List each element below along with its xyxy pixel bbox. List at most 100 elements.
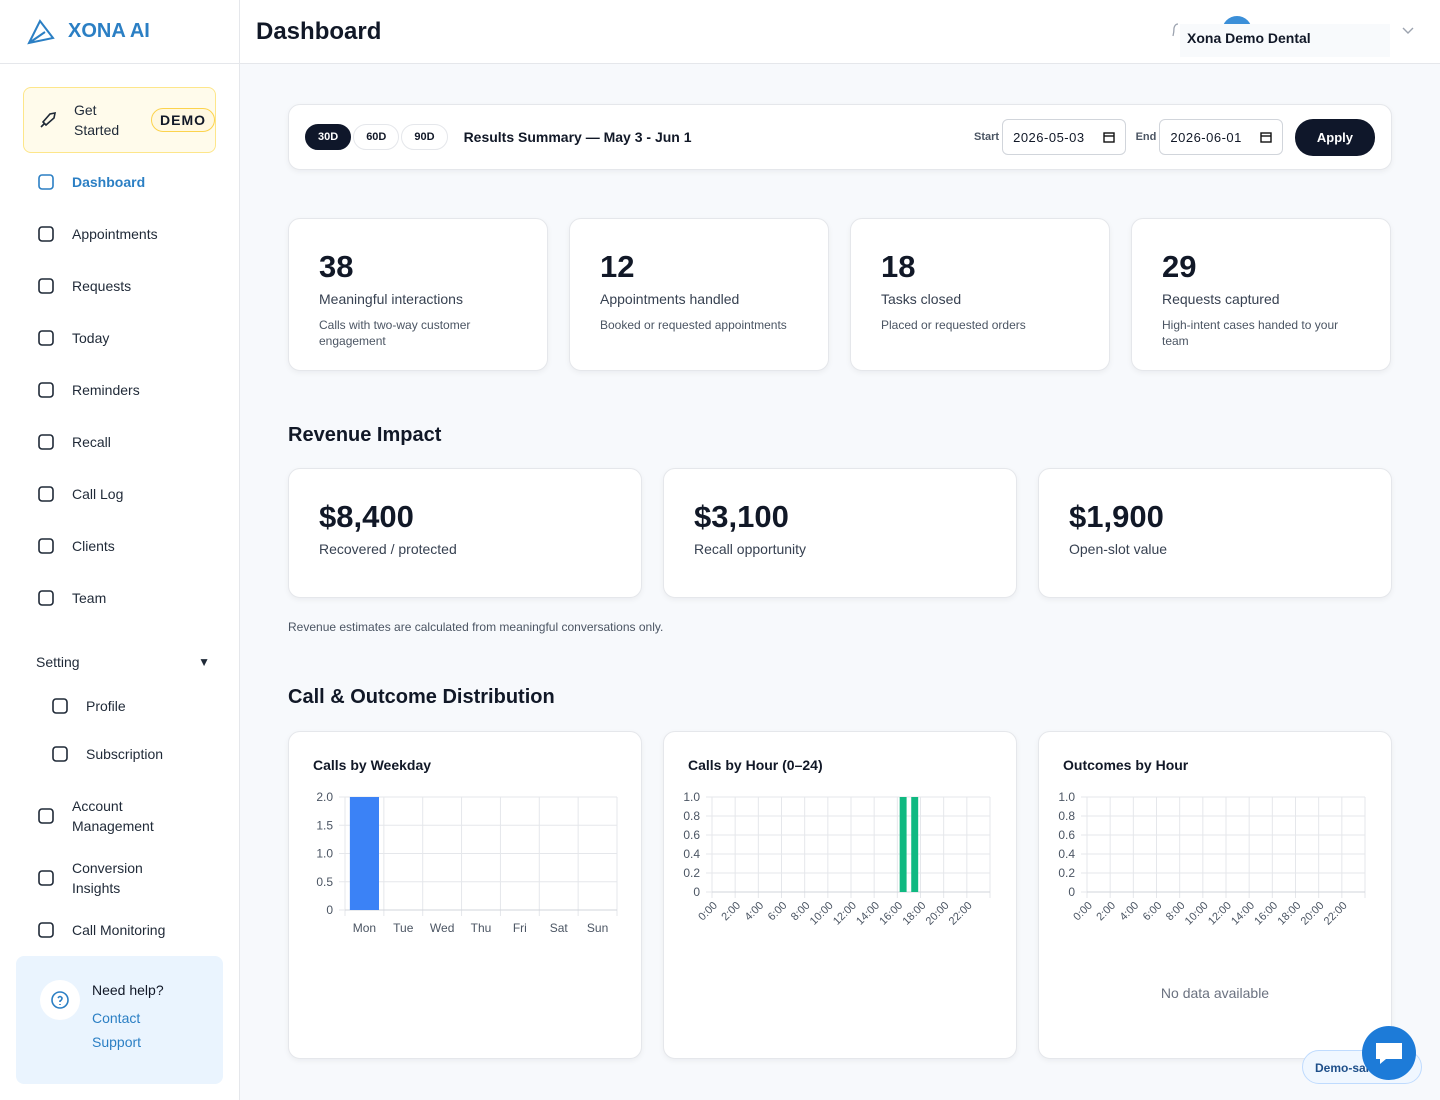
x-tick-label: Fri — [513, 921, 527, 935]
nav-item[interactable]: Profile — [38, 682, 238, 730]
x-tick-label: Sun — [587, 921, 608, 935]
revenue-label: Recall opportunity — [694, 541, 807, 557]
x-tick-label: 20:00 — [924, 900, 952, 928]
sidebar: XONA AI Get Started DEMO Dashboard Appoin… — [0, 0, 240, 1100]
account-name[interactable]: Xona Demo Dental — [1180, 24, 1390, 57]
revenue-value: $8,400 — [319, 499, 414, 534]
help-link[interactable]: Contact Support — [92, 1010, 142, 1050]
chat-button[interactable] — [1362, 1026, 1416, 1080]
revenue-card: $3,100 Recall opportunity — [663, 468, 1017, 598]
summary: Results Summary — May 3 - Jun 1 — [463, 129, 692, 145]
icon — [38, 382, 54, 398]
nav-item[interactable]: Dashboard — [24, 156, 224, 208]
calendar-icon — [1102, 132, 1115, 143]
nav-item[interactable]: Recall — [24, 416, 224, 468]
start-date[interactable]: 2026-05-03 — [1002, 119, 1126, 155]
nav-item[interactable]: Call Monitoring — [24, 904, 224, 956]
chat-icon — [1376, 1043, 1402, 1064]
icon — [38, 278, 54, 294]
calendar-icon — [1260, 132, 1272, 143]
bar — [911, 797, 919, 892]
nav-label: Appointments — [72, 226, 158, 242]
icon — [52, 698, 68, 714]
revenue-value: $3,100 — [694, 499, 789, 534]
x-tick-label: Mon — [353, 921, 376, 935]
icon-shape — [38, 590, 54, 606]
get-started[interactable]: Get Started DEMO — [23, 87, 216, 153]
x-tick-label: 10:00 — [1183, 900, 1211, 928]
setting-label: Setting — [36, 654, 80, 670]
x-tick-label: Tue — [393, 921, 414, 935]
y-tick-label: 1.0 — [1058, 790, 1075, 804]
kpi-label: Meaningful interactions — [319, 291, 463, 307]
nav-item[interactable]: Appointments — [24, 208, 224, 260]
start-label: Start — [974, 131, 1000, 143]
y-tick-label: 0 — [693, 885, 700, 899]
range-pill[interactable]: 30D — [305, 124, 352, 150]
kpi-card: 29 Requests captured High-intent cases han… — [1131, 218, 1391, 371]
y-tick-label: 0.2 — [683, 866, 700, 880]
end-value: 2026-06-01 — [1170, 129, 1242, 145]
no-data: No data available — [1161, 985, 1269, 1001]
kpi-value: 38 — [319, 249, 354, 284]
apply-button[interactable]: Apply — [1294, 118, 1375, 156]
nav-item[interactable]: Today — [24, 312, 224, 364]
logo — [27, 18, 55, 44]
nav-item[interactable]: Requests — [24, 260, 224, 312]
nav-item[interactable]: Clients — [24, 520, 224, 572]
bell-icon[interactable] — [1170, 22, 1184, 40]
nav-item[interactable]: Subscription — [38, 730, 238, 778]
brand-name: XONA AI — [68, 20, 150, 42]
icon — [38, 808, 54, 824]
nav-label: Call Monitoring — [72, 922, 166, 938]
demo-badge: DEMO — [151, 108, 215, 132]
chart-card: Calls by Hour (0–24) 0 0.2 0.4 0.6 0.8 1.0 0:00… — [663, 731, 1017, 1059]
revenue-card: $1,900 Open-slot value — [1038, 468, 1392, 598]
start-value: 2026-05-03 — [1013, 129, 1085, 145]
icon-shape — [52, 746, 68, 762]
y-tick-label: 2.0 — [316, 790, 333, 804]
revenue-label: Recovered / protected — [319, 541, 457, 557]
kpi-card: 18 Tasks closed Placed or requested orders — [850, 218, 1110, 371]
icon — [38, 174, 54, 190]
nav-label: Dashboard — [72, 174, 146, 190]
nav-item[interactable]: Conversion Insights — [24, 852, 224, 904]
brand[interactable]: XONA AI — [0, 0, 239, 64]
page-title: Dashboard — [256, 18, 382, 45]
nav-item[interactable]: Team — [24, 572, 224, 624]
nav-item[interactable]: Call Log — [24, 468, 224, 520]
kpi-card: 38 Meaningful interactions Calls with two-… — [288, 218, 548, 371]
kpi-value: 12 — [600, 249, 635, 284]
kpi-value: 29 — [1162, 249, 1197, 284]
chevron[interactable] — [1402, 26, 1414, 36]
y-tick-label: 0 — [1068, 885, 1075, 899]
x-tick-label: 16:00 — [877, 900, 905, 928]
y-tick-label: 0.4 — [683, 847, 700, 861]
y-tick-label: 1.0 — [316, 847, 333, 861]
x-tick-label: 16:00 — [1252, 900, 1280, 928]
range-pill[interactable]: 60D — [353, 124, 400, 150]
icon — [40, 111, 57, 128]
icon — [52, 746, 68, 762]
main: Dashboard Xona Demo Dental 30D 60D 90D Res… — [240, 0, 1440, 1100]
nav-item[interactable]: Account Management — [24, 785, 224, 847]
revenue-value: $1,900 — [1069, 499, 1164, 534]
nav-item[interactable]: Reminders — [24, 364, 224, 416]
y-tick-label: 1.0 — [683, 790, 700, 804]
x-tick-label: 12:00 — [1206, 900, 1234, 928]
x-tick-label: 18:00 — [900, 900, 928, 928]
x-tick-label: 22:00 — [1322, 900, 1350, 928]
x-tick-label: 22:00 — [947, 900, 975, 928]
icon-shape — [38, 382, 54, 398]
chart: Calls by Hour (0–24) 0 0.2 0.4 0.6 0.8 1.0 0:00… — [683, 757, 991, 928]
icon — [38, 226, 54, 242]
kpi-card: 12 Appointments handled Booked or requeste… — [569, 218, 829, 371]
x-tick-label: Sat — [550, 921, 569, 935]
end-date[interactable]: 2026-06-01 — [1159, 119, 1283, 155]
icon-shape — [38, 922, 54, 938]
bar — [899, 797, 907, 892]
icon-shape — [52, 698, 68, 714]
range-pill[interactable]: 90D — [401, 124, 448, 150]
setting-toggle[interactable]: Setting ▼ — [24, 640, 224, 684]
